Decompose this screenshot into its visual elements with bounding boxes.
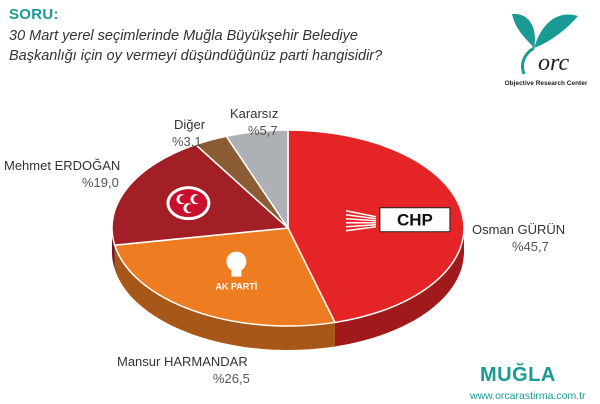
chp-arrow xyxy=(345,225,377,232)
akp-bulb xyxy=(226,251,247,272)
slice-value: %19,0 xyxy=(82,175,119,190)
mhp-crescent-cut-0 xyxy=(179,195,188,204)
mhp-crescent-cut-2 xyxy=(186,204,195,213)
header: SORU: 30 Mart yerel seçimlerinde Muğla B… xyxy=(9,6,439,66)
orc-logo-icon: orc xyxy=(512,13,578,76)
pie-side-1 xyxy=(114,245,335,350)
slice-label-kararsiz: Kararsız %5,7 xyxy=(230,105,278,139)
slice-name: Osman GÜRÜN xyxy=(472,222,566,237)
slice-value: %5,7 xyxy=(248,123,278,138)
slice-name: Mehmet ERDOĞAN xyxy=(4,158,121,173)
chp-arrow xyxy=(345,213,377,220)
chp-arrow xyxy=(345,223,376,228)
slice-value: %45,7 xyxy=(512,239,549,254)
slice-value: %3,1 xyxy=(172,134,202,149)
mhp-crescent-cut-1 xyxy=(193,195,202,204)
pie-slice-4 xyxy=(225,129,289,231)
footer-city: MUĞLA xyxy=(480,364,556,386)
slice-name: Diğer xyxy=(174,117,206,132)
orc-logo: orc Objective Research Center xyxy=(494,4,598,90)
slice-name: Kararsız xyxy=(230,106,279,121)
pie-slice-1 xyxy=(113,227,337,327)
svg-text:orc: orc xyxy=(538,50,569,76)
logo-caption: Objective Research Center xyxy=(504,80,588,87)
slice-label-mansur-harmandar: Mansur HARMANDAR %26,5 xyxy=(117,353,250,387)
slice-value: %26,5 xyxy=(213,371,250,386)
slice-name: Mansur HARMANDAR xyxy=(117,354,248,369)
pie-side-0 xyxy=(334,228,465,347)
pie-slice-0 xyxy=(287,129,465,324)
akp-label: AK PARTİ xyxy=(215,282,257,292)
question-text: 30 Mart yerel seçimlerinde Muğla Büyükşe… xyxy=(9,26,439,66)
footer-url[interactable]: www.orcarastirma.com.tr xyxy=(470,390,586,402)
slice-label-diger: Diğer %3,1 xyxy=(172,116,205,150)
chp-label: CHP xyxy=(397,211,433,230)
akp-bulb-base xyxy=(231,270,242,277)
question-line-2: Başkanlığı için oy vermeyi düşündüğünüz … xyxy=(9,48,383,64)
chp-badge xyxy=(379,207,451,233)
slice-label-osman-gurun: Osman GÜRÜN %45,7 xyxy=(472,221,565,255)
slice-label-mehmet-erdogan: Mehmet ERDOĞAN %19,0 xyxy=(4,157,120,191)
question-line-1: 30 Mart yerel seçimlerinde Muğla Büyükşe… xyxy=(9,28,358,44)
chp-arrow xyxy=(345,217,376,222)
question-label: SORU: xyxy=(9,6,59,23)
chp-arrow xyxy=(345,210,377,218)
